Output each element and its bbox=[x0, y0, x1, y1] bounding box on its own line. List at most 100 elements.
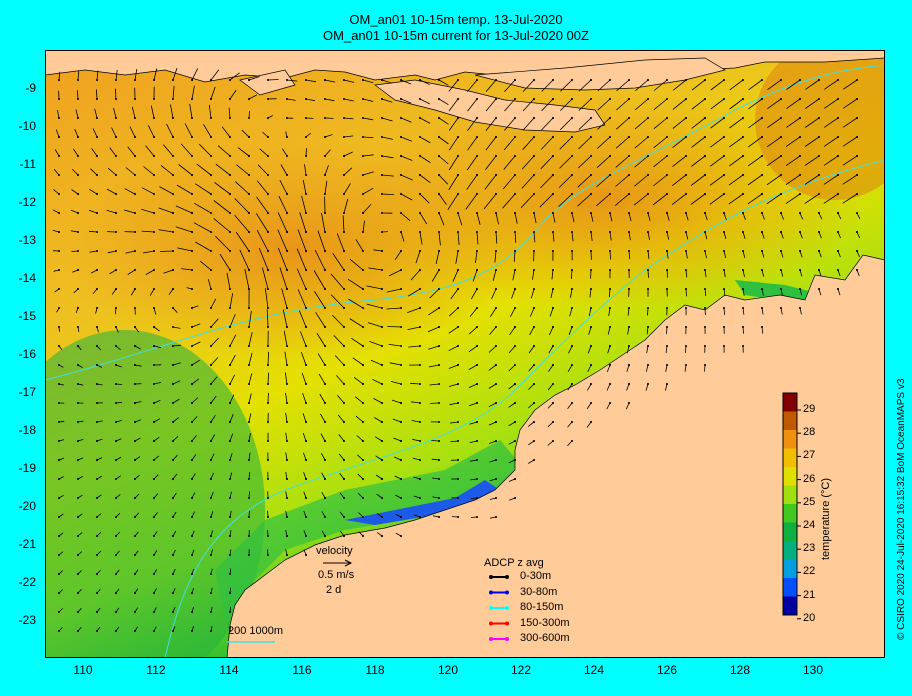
current-vector bbox=[475, 249, 479, 264]
current-vector bbox=[171, 85, 175, 101]
current-vector bbox=[152, 588, 157, 595]
current-vector bbox=[228, 625, 232, 633]
current-vector bbox=[114, 306, 118, 315]
current-vector bbox=[413, 476, 422, 481]
current-vector bbox=[323, 180, 328, 196]
current-vector bbox=[152, 512, 158, 519]
current-vector bbox=[228, 107, 232, 120]
isobath-200m bbox=[164, 159, 885, 658]
current-vector bbox=[300, 331, 308, 348]
current-vector bbox=[150, 105, 156, 120]
current-vector bbox=[95, 513, 102, 519]
current-vector bbox=[142, 249, 156, 254]
current-vector bbox=[798, 268, 803, 277]
current-vector bbox=[388, 268, 403, 277]
current-vector bbox=[627, 211, 632, 222]
current-vector bbox=[760, 287, 764, 296]
current-vector bbox=[95, 494, 102, 500]
current-vector bbox=[171, 325, 181, 329]
current-vector bbox=[634, 116, 650, 130]
current-vector bbox=[369, 341, 384, 348]
current-vector bbox=[386, 306, 403, 310]
current-vector bbox=[171, 588, 176, 595]
current-vector bbox=[355, 415, 365, 424]
current-vector bbox=[209, 625, 213, 633]
current-vector bbox=[513, 249, 517, 262]
colorbar-frame bbox=[782, 392, 798, 616]
current-vector bbox=[448, 78, 460, 92]
current-vector bbox=[492, 268, 498, 282]
current-vector bbox=[171, 436, 179, 443]
current-vector bbox=[786, 116, 802, 128]
current-vector bbox=[392, 418, 403, 424]
current-vector bbox=[710, 135, 726, 148]
current-vector bbox=[228, 394, 235, 405]
current-vector bbox=[114, 588, 120, 595]
current-vector bbox=[321, 530, 327, 538]
current-vector bbox=[70, 230, 80, 234]
current-vector bbox=[407, 325, 422, 330]
current-vector bbox=[394, 475, 403, 481]
current-vector bbox=[71, 189, 80, 196]
current-vector bbox=[577, 173, 593, 188]
current-vector bbox=[133, 550, 139, 557]
current-vector bbox=[285, 452, 289, 462]
current-vector bbox=[368, 267, 384, 272]
current-vector bbox=[209, 69, 220, 82]
current-vector bbox=[494, 249, 498, 263]
current-vector bbox=[336, 375, 346, 386]
current-vector bbox=[431, 439, 441, 443]
current-vector bbox=[634, 97, 650, 111]
current-vector bbox=[177, 247, 194, 253]
latitude-tick-label: -21 bbox=[18, 537, 36, 551]
current-vector bbox=[349, 318, 365, 329]
current-vector bbox=[448, 154, 460, 171]
current-vector bbox=[361, 204, 372, 215]
current-vector bbox=[672, 116, 688, 129]
current-vector bbox=[332, 252, 346, 272]
current-vector bbox=[418, 173, 431, 184]
current-vector bbox=[489, 458, 498, 463]
current-vector bbox=[567, 363, 574, 372]
current-vector bbox=[596, 173, 612, 188]
current-vector bbox=[76, 476, 83, 481]
current-vector bbox=[665, 325, 669, 335]
longitude-tick-label: 114 bbox=[219, 663, 239, 677]
current-vector bbox=[133, 569, 139, 576]
current-vector bbox=[547, 439, 555, 446]
current-vector bbox=[266, 351, 270, 367]
current-vector bbox=[760, 306, 764, 315]
current-vector bbox=[468, 382, 479, 388]
current-vector bbox=[152, 418, 161, 424]
current-vector bbox=[722, 287, 726, 297]
colorbar-segment bbox=[783, 485, 797, 505]
current-vector bbox=[798, 306, 802, 315]
current-vector bbox=[627, 230, 631, 241]
current-vector bbox=[521, 173, 536, 189]
current-vector bbox=[285, 131, 289, 139]
current-vector bbox=[361, 154, 374, 158]
current-vector bbox=[729, 135, 745, 148]
adcp-legend-label: 80-150m bbox=[520, 601, 564, 613]
current-vector bbox=[152, 474, 159, 481]
longitude-tick-label: 128 bbox=[729, 663, 751, 677]
current-vector bbox=[817, 268, 822, 277]
current-vector bbox=[95, 475, 103, 481]
current-vector bbox=[671, 192, 688, 206]
current-vector bbox=[147, 125, 156, 139]
current-vector bbox=[285, 549, 289, 557]
adcp-legend-label: 30-80m bbox=[520, 585, 558, 598]
current-vector bbox=[855, 211, 861, 220]
current-vector bbox=[342, 97, 354, 102]
current-vector bbox=[228, 293, 234, 310]
current-vector bbox=[817, 230, 822, 239]
current-vector bbox=[502, 192, 517, 209]
current-vector bbox=[57, 532, 64, 538]
current-vector bbox=[279, 267, 289, 291]
current-vector bbox=[190, 305, 199, 310]
current-vector bbox=[133, 419, 142, 424]
current-vector bbox=[722, 249, 727, 259]
latitude-tick-label: -11 bbox=[19, 157, 36, 171]
current-vector bbox=[171, 344, 182, 348]
current-vector bbox=[431, 458, 441, 462]
